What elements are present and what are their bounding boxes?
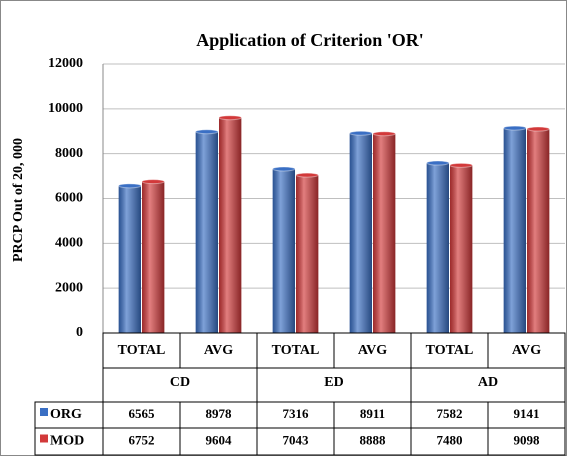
bar-shade xyxy=(349,133,372,333)
bar-shade xyxy=(118,185,141,333)
table-value: 8911 xyxy=(360,406,385,421)
bar-shade xyxy=(142,181,165,333)
x-tick-label: TOTAL xyxy=(118,343,166,358)
chart-title: Application of Criterion 'OR' xyxy=(196,30,424,50)
table-value: 7316 xyxy=(283,406,310,421)
bar-shade xyxy=(527,129,550,333)
bar-top xyxy=(272,166,296,172)
bar-top xyxy=(141,179,165,185)
bar-shade xyxy=(272,168,295,333)
table-value: 7043 xyxy=(283,432,310,447)
y-tick-label: 6000 xyxy=(55,191,83,206)
bar-shade xyxy=(503,128,526,333)
group-label: CD xyxy=(170,375,190,390)
bar-top xyxy=(449,162,473,168)
group-label: ED xyxy=(324,375,343,390)
y-tick-label: 4000 xyxy=(55,236,83,251)
y-tick-label: 12000 xyxy=(48,56,83,71)
bar-top xyxy=(349,130,373,136)
group-label: AD xyxy=(478,375,498,390)
y-tick-label: 10000 xyxy=(48,101,83,116)
table-value: 9141 xyxy=(514,406,540,421)
legend-key xyxy=(40,408,48,416)
bar-top xyxy=(372,131,396,137)
x-tick-label: AVG xyxy=(204,343,233,358)
legend-label: ORG xyxy=(50,407,82,422)
y-tick-label: 8000 xyxy=(55,146,83,161)
table-cell xyxy=(487,427,566,456)
bar-top xyxy=(503,125,527,131)
bar-shade xyxy=(219,117,242,334)
y-axis-label: PRCP Out of 20, 000 xyxy=(11,138,26,262)
y-tick-label: 2000 xyxy=(55,280,83,295)
table-value: 8978 xyxy=(206,406,233,421)
bar-shade xyxy=(450,165,473,333)
x-tick-label: TOTAL xyxy=(272,343,320,358)
table-value: 9604 xyxy=(206,432,233,447)
bar-top xyxy=(526,126,550,132)
bar-top xyxy=(118,183,142,189)
table-value: 7582 xyxy=(437,406,463,421)
table-value: 8888 xyxy=(360,432,387,447)
x-tick-label: AVG xyxy=(358,343,387,358)
x-tick-label: AVG xyxy=(512,343,541,358)
bar-top xyxy=(426,160,450,166)
bar-top xyxy=(195,129,219,135)
table-value: 6752 xyxy=(129,432,155,447)
bar-shade xyxy=(296,175,319,333)
table-value: 9098 xyxy=(514,432,541,447)
bar-shade xyxy=(426,163,449,333)
bar-shade xyxy=(373,133,396,333)
legend-label: MOD xyxy=(50,434,84,449)
bar-top xyxy=(295,172,319,178)
y-tick-label: 0 xyxy=(76,325,83,340)
table-value: 6565 xyxy=(129,406,156,421)
table-value: 7480 xyxy=(437,432,463,447)
bar-top xyxy=(218,115,242,121)
bar-shade xyxy=(195,131,218,333)
legend-key xyxy=(40,434,48,443)
x-tick-label: TOTAL xyxy=(426,343,474,358)
